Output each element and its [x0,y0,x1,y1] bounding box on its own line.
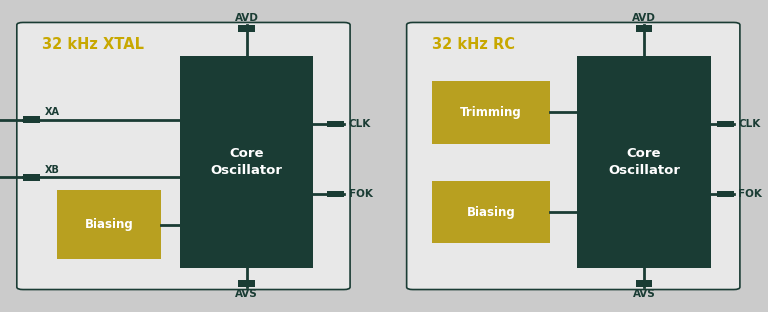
Text: XA: XA [45,107,59,117]
Bar [636,25,652,32]
Text: 32 kHz XTAL: 32 kHz XTAL [42,37,144,52]
Text: CLK: CLK [738,119,760,129]
Text: AVD: AVD [234,13,259,23]
Text: FOK: FOK [738,189,763,199]
Text: CLK: CLK [349,119,371,129]
Text: Core
Oscillator: Core Oscillator [210,147,283,177]
Bar [23,116,40,123]
Text: AVS: AVS [235,289,258,299]
Text: Trimming: Trimming [460,106,522,119]
Bar [238,25,255,32]
Text: Biasing: Biasing [467,206,515,219]
Bar [58,190,161,259]
Text: FOK: FOK [349,189,372,199]
Bar [327,121,344,128]
Text: XB: XB [45,165,59,175]
Text: AVD: AVD [632,13,656,23]
Bar [432,81,551,144]
FancyBboxPatch shape [406,22,740,290]
Text: 32 kHz RC: 32 kHz RC [432,37,515,52]
Bar [717,121,733,128]
Text: AVS: AVS [633,289,655,299]
FancyBboxPatch shape [17,22,350,290]
Bar [327,191,344,197]
Bar [238,280,255,287]
Text: Core
Oscillator: Core Oscillator [608,147,680,177]
Bar [180,56,313,268]
Bar [717,191,733,197]
Bar [577,56,711,268]
Bar [23,174,40,181]
Text: Biasing: Biasing [84,218,134,231]
Bar [432,181,551,243]
Bar [636,280,652,287]
